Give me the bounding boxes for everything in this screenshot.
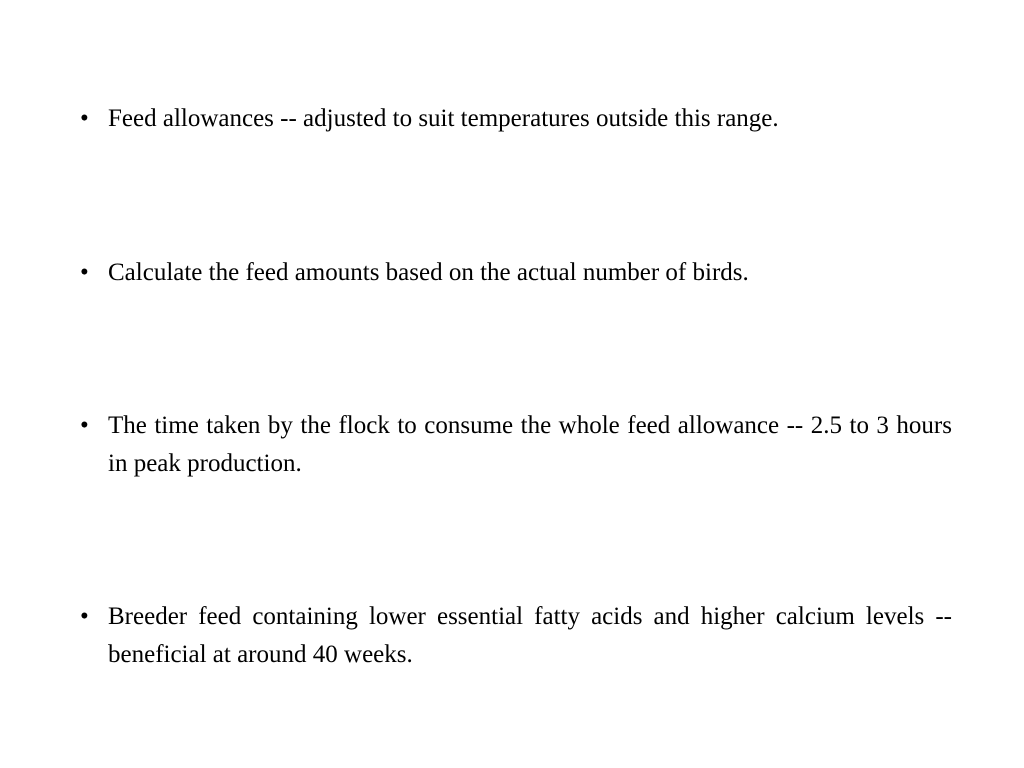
bullet-item: The time taken by the flock to consume t…: [72, 407, 952, 482]
bullet-text: Feed allowances -- adjusted to suit temp…: [108, 105, 779, 132]
bullet-text: Breeder feed containing lower essential …: [108, 603, 952, 668]
bullet-item: Calculate the feed amounts based on the …: [72, 254, 952, 292]
bullet-text: The time taken by the flock to consume t…: [108, 412, 952, 477]
bullet-list: Feed allowances -- adjusted to suit temp…: [72, 100, 952, 673]
bullet-item: Breeder feed containing lower essential …: [72, 598, 952, 673]
bullet-item: Feed allowances -- adjusted to suit temp…: [72, 100, 952, 138]
bullet-text: Calculate the feed amounts based on the …: [108, 259, 749, 286]
slide-body: Feed allowances -- adjusted to suit temp…: [0, 0, 1024, 768]
